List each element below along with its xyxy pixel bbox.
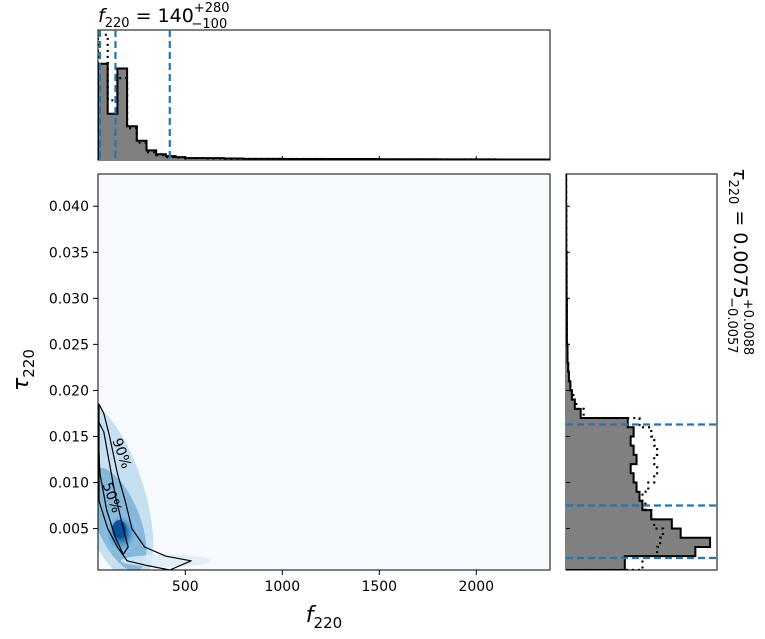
- y-tick-label: 0.030: [49, 291, 89, 307]
- marginal-y-hist-dotted: [566, 174, 665, 570]
- marginal-y-ticks: [566, 205, 570, 530]
- x-tick-label: 500: [172, 579, 199, 595]
- y-axis-label: τ220: [9, 349, 38, 391]
- joint-background: [98, 174, 550, 570]
- marginal-x-hist-edge: [98, 62, 550, 160]
- y-tick-label: 0.010: [49, 476, 89, 492]
- marginal-y-histogram: [566, 174, 717, 570]
- joint-panel: 50%90% 500 1000 1500 2000 0.0050.0100.0150.…: [9, 173, 551, 632]
- y-tick-label: 0.035: [49, 245, 89, 261]
- marginal-x-panel: f220 = 140+280 −100: [97, 1, 551, 161]
- joint-x-ticks: 500 1000 1500 2000: [172, 570, 494, 595]
- density-tail: [120, 554, 211, 567]
- x-tick-label: 2000: [458, 579, 494, 595]
- marginal-x-title: f220 = 140+280 −100: [98, 1, 230, 32]
- y-tick-label: 0.015: [49, 429, 89, 445]
- marginal-x-frame: [97, 29, 551, 161]
- y-tick-label: 0.025: [49, 337, 89, 353]
- marginal-y-panel: τ220 = 0.0075+0.0088−0.0057: [565, 168, 755, 571]
- joint-y-ticks: 0.005 0.010 0.015 0.020 0.025 0.030 0.035 0.040: [49, 199, 98, 538]
- joint-frame: [97, 173, 551, 571]
- contour-90-percent: [98, 403, 192, 570]
- y-tick-label: 0.020: [49, 383, 89, 399]
- y-tick-label: 0.040: [49, 199, 89, 215]
- x-tick-label: 1000: [264, 579, 300, 595]
- x-tick-label: 1500: [361, 579, 397, 595]
- marginal-x-ticks: [184, 156, 477, 160]
- marginal-y-title: τ220 = 0.0075+0.0088−0.0057: [724, 168, 755, 355]
- x-axis-label: f220: [306, 603, 342, 632]
- marginal-x-hist-fill: [98, 63, 550, 160]
- y-tick-label: 0.005: [49, 522, 89, 538]
- density-heatmap: [98, 400, 211, 570]
- marginal-y-hist-fill: [566, 174, 711, 570]
